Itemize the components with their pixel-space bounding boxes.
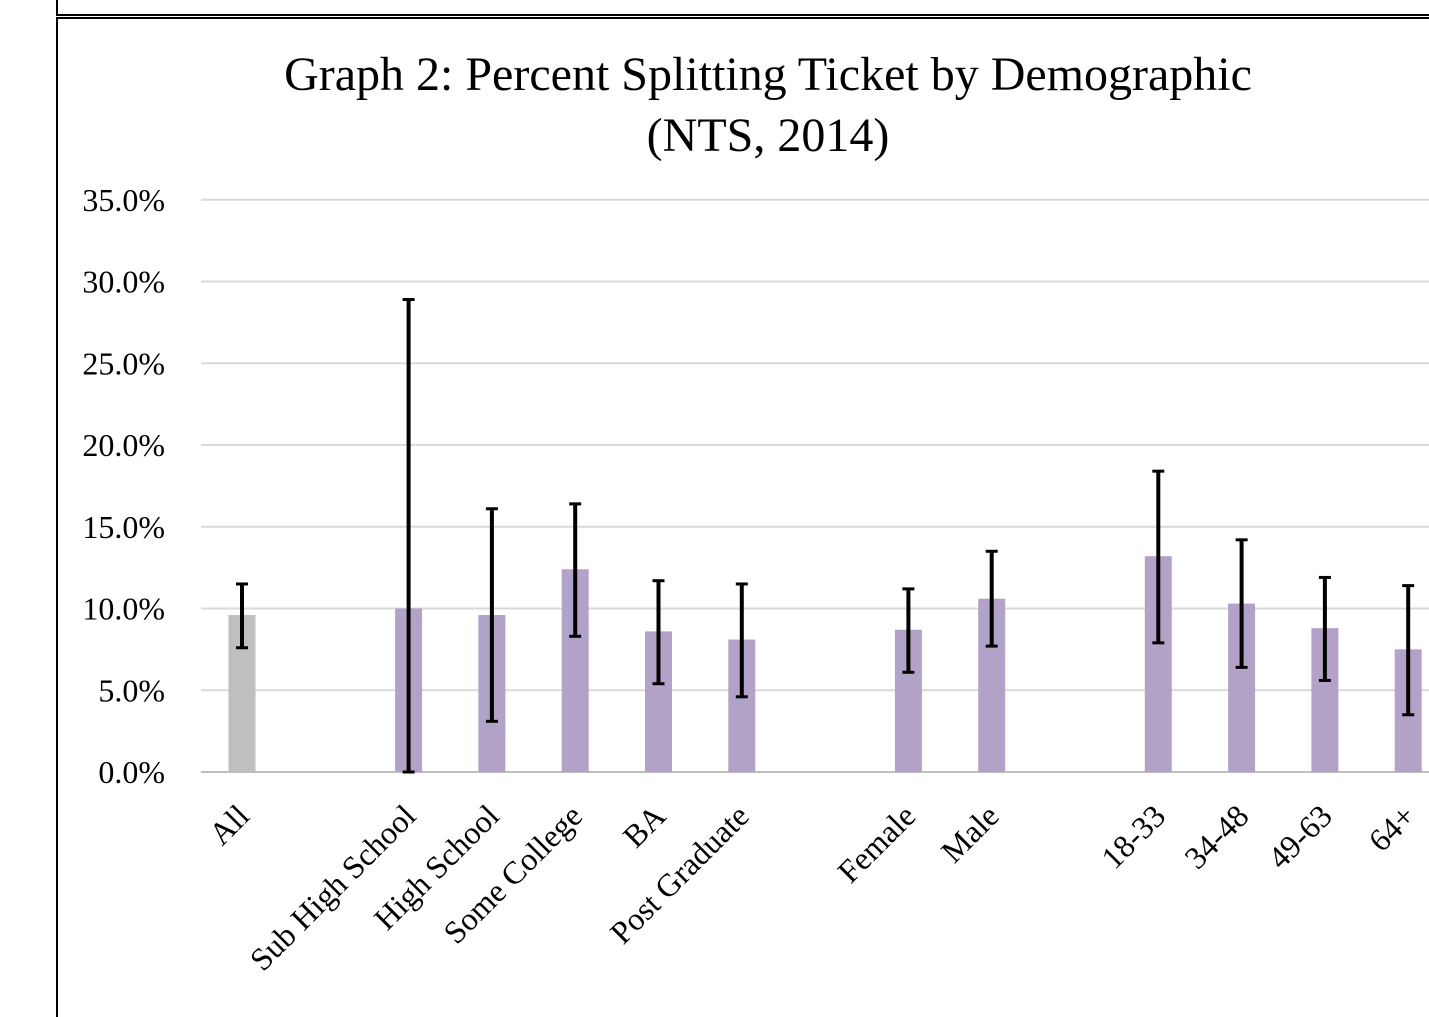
y-tick-label: 10.0% [82, 591, 165, 627]
x-category-label: BA [616, 797, 673, 854]
x-category-label: All [202, 797, 256, 851]
x-category-label: 64+ [1361, 797, 1422, 858]
x-category-label: Male [934, 797, 1006, 869]
y-tick-label: 30.0% [82, 264, 165, 300]
error-bars [236, 297, 1415, 774]
y-axis-tick-labels: 0.0% 5.0% 10.0% 15.0% 20.0% 25.0% 30.0% 35.0% [82, 182, 165, 790]
chart-title-line-1: Graph 2: Percent Splitting Ticket by Dem… [284, 48, 1252, 101]
upper-figure-border [56, 0, 1429, 16]
chart-title-line-2: (NTS, 2014) [647, 109, 890, 162]
x-category-label: 34-48 [1177, 797, 1255, 875]
x-category-label: 49-63 [1261, 797, 1339, 875]
y-tick-label: 5.0% [98, 672, 165, 708]
y-tick-label: 35.0% [82, 182, 165, 218]
chart-area-border [56, 17, 1429, 1017]
gridlines [201, 198, 1429, 773]
y-tick-label: 0.0% [98, 754, 165, 790]
y-tick-label: 15.0% [82, 509, 165, 545]
y-tick-label: 20.0% [82, 427, 165, 463]
y-tick-label: 25.0% [82, 345, 165, 381]
x-category-label: 18-33 [1094, 797, 1172, 875]
x-category-label: Female [830, 797, 922, 889]
